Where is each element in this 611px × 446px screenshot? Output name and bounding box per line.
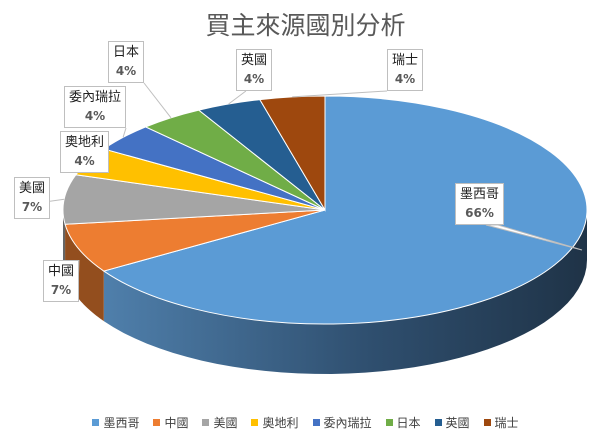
- data-label-value: 4%: [115, 64, 137, 78]
- data-label-value: 7%: [50, 283, 72, 297]
- data-label-value: 66%: [465, 206, 494, 220]
- legend-swatch: [153, 419, 161, 426]
- legend-label: 美國: [213, 416, 238, 430]
- legend-label: 日本: [396, 416, 421, 430]
- legend-item-奧地利: 奧地利: [251, 414, 299, 431]
- legend-label: 委內瑞拉: [323, 416, 372, 430]
- pie-sides: [63, 210, 587, 374]
- data-label-墨西哥: 墨西哥 66%: [455, 183, 505, 225]
- leader-美國: [49, 198, 65, 202]
- data-label-category: 日本: [113, 45, 140, 60]
- data-label-category: 委內瑞拉: [69, 90, 122, 105]
- legend-swatch: [483, 419, 491, 426]
- data-label-中國: 中國 7%: [43, 260, 80, 302]
- data-label-category: 中國: [48, 264, 75, 279]
- legend-item-墨西哥: 墨西哥: [92, 414, 139, 431]
- data-label-瑞士: 瑞士 4%: [387, 49, 424, 91]
- data-label-category: 墨西哥: [460, 187, 500, 202]
- legend-item-瑞士: 瑞士: [483, 414, 519, 431]
- data-label-委內瑞拉: 委內瑞拉 4%: [64, 86, 127, 128]
- slice-中國: [64, 209, 326, 272]
- leader-委內瑞拉: [122, 127, 127, 138]
- leader-瑞士: [292, 90, 388, 98]
- legend-item-英國: 英國: [434, 414, 470, 431]
- slice-side-美國: [63, 210, 66, 275]
- data-label-奧地利: 奧地利 4%: [60, 131, 110, 173]
- legend-label: 奧地利: [262, 416, 299, 430]
- data-label-美國: 美國 7%: [14, 177, 51, 219]
- data-label-value: 7%: [21, 200, 43, 214]
- legend-swatch: [202, 419, 210, 426]
- legend-swatch: [251, 419, 259, 426]
- leader-英國: [228, 90, 247, 105]
- data-label-category: 奧地利: [65, 135, 105, 150]
- slice-墨西哥: [102, 95, 588, 325]
- data-label-value: 4%: [394, 72, 416, 86]
- legend-label: 墨西哥: [103, 416, 140, 430]
- legend-item-委內瑞拉: 委內瑞拉: [312, 414, 372, 431]
- data-label-英國: 英國 4%: [236, 49, 273, 91]
- legend-item-日本: 日本: [385, 414, 421, 431]
- legend-item-美國: 美國: [202, 414, 237, 431]
- legend-label: 英國: [445, 416, 470, 430]
- legend: 墨西哥 中國 美國 奧地利 委內瑞拉 日本 英國 瑞士: [0, 414, 611, 431]
- slice-side-墨西哥: [103, 210, 587, 374]
- legend-swatch: [434, 419, 442, 426]
- data-label-value: 4%: [84, 109, 106, 123]
- chart-title: 買主來源國別分析: [205, 11, 406, 40]
- slice-side-中國: [65, 224, 104, 322]
- leader-日本: [143, 82, 172, 119]
- legend-swatch: [385, 419, 393, 426]
- data-label-value: 4%: [74, 154, 95, 168]
- pie-leaders: [49, 82, 583, 274]
- data-label-value: 4%: [243, 72, 265, 86]
- data-label-category: 瑞士: [392, 53, 419, 68]
- pie-top: [62, 95, 588, 325]
- data-label-category: 美國: [19, 181, 46, 196]
- legend-swatch: [312, 419, 320, 426]
- slice-美國: [62, 174, 326, 225]
- data-label-category: 英國: [241, 53, 268, 68]
- legend-swatch: [92, 419, 100, 426]
- legend-label: 瑞士: [494, 416, 519, 430]
- slice-瑞士: [259, 95, 326, 212]
- data-label-日本: 日本 4%: [108, 41, 145, 83]
- legend-label: 中國: [164, 416, 189, 430]
- legend-item-中國: 中國: [153, 414, 188, 431]
- leader-墨西哥: [485, 224, 583, 251]
